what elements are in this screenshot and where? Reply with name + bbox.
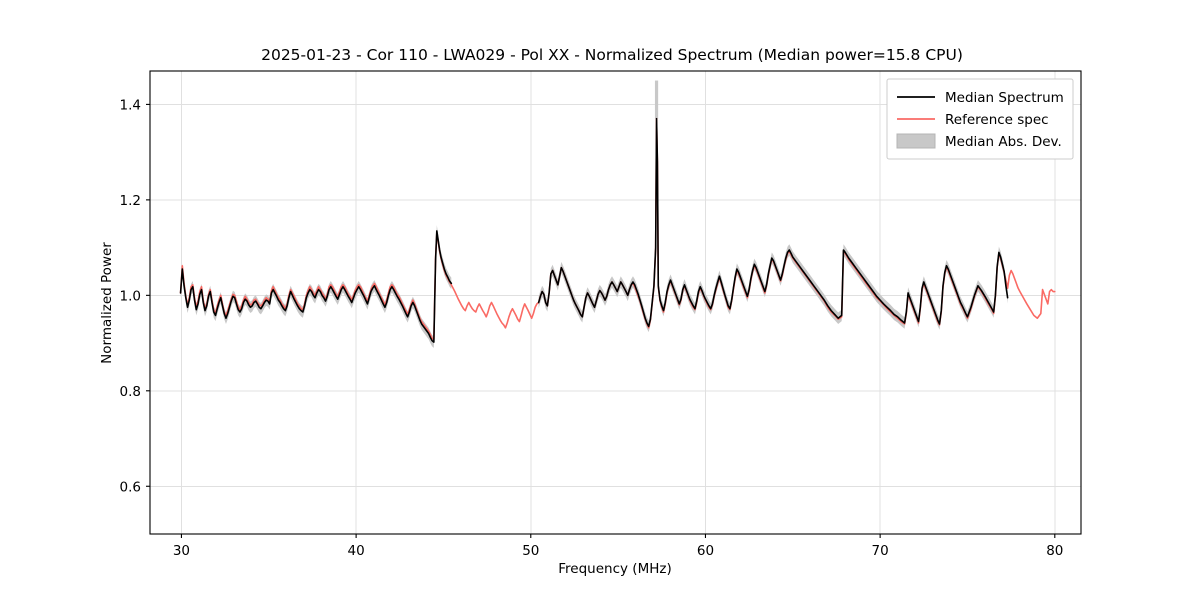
x-tick-label: 80 — [1046, 543, 1063, 559]
y-axis-title: Normalized Power — [99, 242, 115, 364]
mad-band-layer — [180, 80, 1008, 348]
legend-patch-swatch — [896, 133, 936, 149]
x-tick-label: 40 — [348, 543, 365, 559]
x-tick-label: 60 — [697, 543, 714, 559]
legend-label: Median Spectrum — [945, 90, 1064, 106]
median-spectrum-layer — [179, 117, 1009, 343]
mad-band — [538, 81, 1008, 333]
chart-legend[interactable]: Median Spectrum Reference spec Median Abs.… — [886, 78, 1074, 160]
axis-frame — [149, 70, 1082, 535]
x-tick-label: 70 — [872, 543, 889, 559]
y-tick-label: 1.2 — [120, 193, 141, 209]
median-spectrum-line — [537, 117, 1009, 328]
median-spectrum-line — [179, 230, 453, 343]
x-tick-label: 50 — [522, 543, 539, 559]
legend-label: Reference spec — [945, 112, 1049, 128]
chart-title: 2025-01-23 - Cor 110 - LWA029 - Pol XX -… — [261, 46, 963, 64]
y-tick-label: 1.0 — [120, 288, 141, 304]
x-axis-ticks: 30 40 50 60 70 80 — [173, 534, 1063, 559]
y-tick-label: 1.4 — [120, 97, 141, 113]
legend-label: Median Abs. Dev. — [945, 134, 1062, 150]
y-axis-ticks: 0.6 0.8 1.0 1.2 1.4 — [120, 97, 150, 495]
x-tick-label: 30 — [173, 543, 190, 559]
y-tick-label: 0.8 — [120, 384, 141, 400]
y-tick-label: 0.6 — [120, 479, 141, 495]
x-axis-title: Frequency (MHz) — [558, 561, 671, 577]
